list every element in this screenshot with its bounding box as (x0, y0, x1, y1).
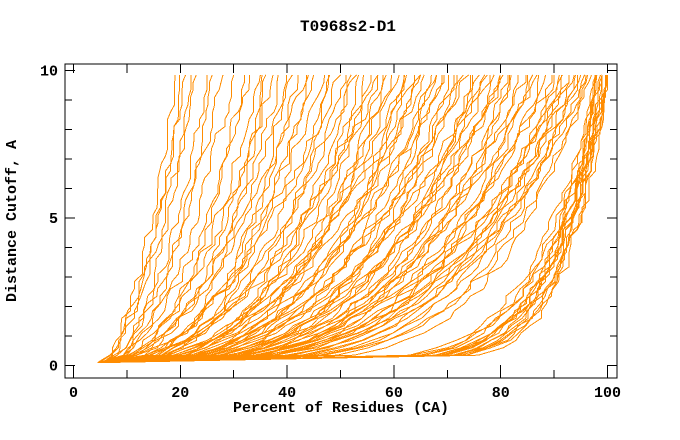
model-curve (104, 74, 263, 364)
x-tick-label: 100 (594, 385, 621, 402)
model-curve (104, 74, 245, 364)
model-curve (101, 74, 529, 364)
model-curve (102, 74, 309, 364)
model-curve (100, 74, 393, 364)
model-curve (100, 74, 455, 364)
model-curve (102, 74, 197, 363)
model-curve (101, 74, 553, 364)
x-tick-label: 40 (278, 385, 296, 402)
model-curve (97, 74, 579, 364)
model-curve (99, 74, 330, 364)
model-curve (103, 74, 224, 364)
model-curve (101, 74, 488, 364)
tick-label-layer: 0 20 40 60 80 100 0 5 10 (40, 64, 621, 403)
model-curve (104, 74, 208, 364)
model-curve (98, 74, 364, 364)
model-curve (101, 74, 607, 364)
y-tick-label: 10 (40, 64, 58, 81)
model-curve (104, 74, 406, 364)
model-curve (100, 74, 400, 364)
model-curve (101, 74, 438, 364)
model-curve (101, 74, 486, 364)
model-curve (100, 74, 608, 364)
model-curve (100, 74, 547, 364)
model-curve (104, 74, 562, 364)
model-curve (101, 74, 250, 364)
model-curve (99, 74, 474, 364)
model-curve (101, 74, 261, 364)
model-curve (104, 74, 582, 364)
model-curve (101, 74, 512, 364)
model-curve (101, 74, 586, 364)
x-tick-label: 60 (385, 385, 403, 402)
model-curve (103, 74, 405, 364)
model-curve (102, 74, 560, 364)
model-curve (98, 74, 596, 364)
model-curve (101, 74, 422, 364)
model-curve (100, 74, 589, 364)
model-curve (97, 74, 315, 364)
x-tick-label: 20 (171, 385, 189, 402)
model-curve (101, 74, 603, 364)
y-tick-label: 5 (49, 211, 58, 228)
model-curve (102, 74, 449, 364)
model-curve (99, 74, 267, 364)
model-curve (97, 74, 176, 364)
model-curve (101, 74, 608, 364)
model-curve (99, 74, 603, 364)
model-curve (101, 74, 308, 364)
model-curve (101, 74, 213, 364)
model-curve (102, 74, 274, 364)
model-curve (100, 74, 575, 364)
model-curve (100, 74, 587, 364)
model-curve (103, 74, 352, 364)
model-curve (105, 74, 357, 364)
model-curve (99, 74, 299, 364)
model-curve (103, 74, 608, 364)
model-curve (100, 74, 372, 364)
model-curve (103, 74, 341, 364)
model-curve (103, 74, 592, 364)
plot-title: T0968s2-D1 (300, 18, 396, 36)
model-curve (97, 74, 279, 364)
model-curve (102, 74, 470, 364)
x-axis-label: Percent of Residues (CA) (233, 400, 449, 417)
model-curve (99, 74, 519, 364)
x-tick-label: 0 (69, 385, 78, 402)
model-curve (100, 74, 491, 364)
model-curve (98, 74, 235, 364)
y-tick-label: 0 (49, 359, 58, 376)
model-curve (101, 74, 384, 364)
model-curve (105, 74, 534, 364)
model-curve (100, 74, 443, 364)
model-curve (101, 74, 379, 364)
model-curve (102, 74, 325, 364)
model-curve (97, 74, 608, 364)
model-curve (102, 74, 293, 364)
model-curve (102, 74, 576, 364)
model-curve (101, 74, 458, 364)
model-curve (100, 74, 597, 364)
model-curve (102, 74, 509, 364)
model-curve (102, 74, 415, 364)
model-curves-layer (97, 74, 608, 364)
y-axis-label: Distance Cutoff, A (4, 140, 21, 302)
model-curve (100, 74, 570, 364)
model-curve (102, 74, 471, 364)
model-curve (98, 74, 287, 364)
axes-layer (64, 63, 618, 379)
model-curve (104, 74, 425, 364)
model-curve (100, 74, 597, 364)
model-curve (98, 74, 570, 364)
model-curve (98, 74, 187, 364)
model-curve (100, 74, 527, 364)
x-tick-label: 80 (492, 385, 510, 402)
model-curve (104, 74, 180, 364)
model-curve (99, 74, 607, 364)
model-curve (99, 74, 360, 364)
